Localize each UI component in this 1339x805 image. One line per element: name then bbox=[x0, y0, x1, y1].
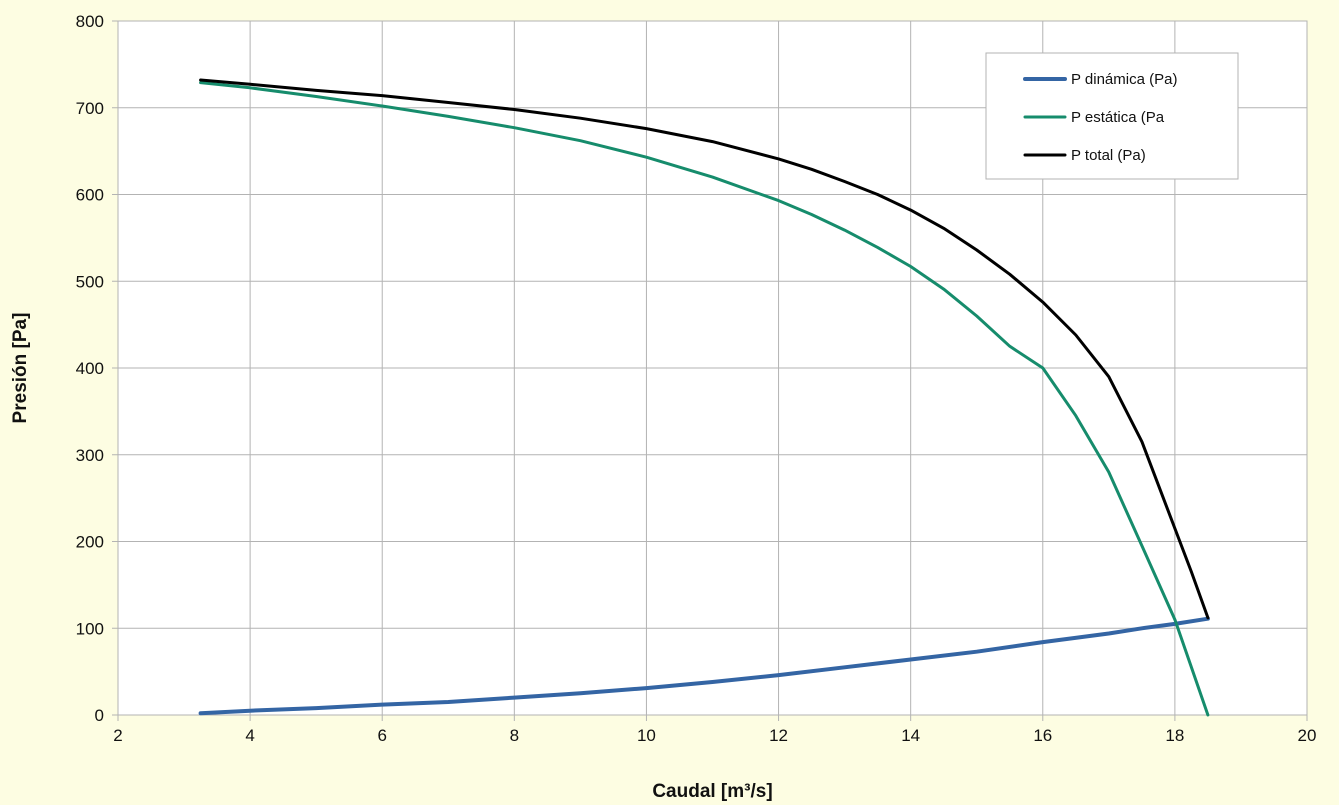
y-tick-label: 100 bbox=[76, 619, 104, 638]
x-tick-label: 20 bbox=[1298, 726, 1317, 745]
x-tick-label: 10 bbox=[637, 726, 656, 745]
x-tick-label: 12 bbox=[769, 726, 788, 745]
y-tick-label: 700 bbox=[76, 99, 104, 118]
series-line-3 bbox=[199, 78, 1210, 620]
y-axis-ticks: 0 100 200 300 400 500 600 700 800 bbox=[76, 12, 118, 725]
x-tick-label: 2 bbox=[113, 726, 122, 745]
y-tick-label: 600 bbox=[76, 186, 104, 205]
y-axis-title: Presión [Pa] bbox=[10, 313, 31, 424]
y-tick-label: 200 bbox=[76, 533, 104, 552]
x-tick-label: 6 bbox=[377, 726, 386, 745]
x-axis-ticks: 2 4 6 8 10 12 14 16 18 20 bbox=[113, 715, 1316, 745]
x-tick-label: 8 bbox=[510, 726, 519, 745]
series-line-1 bbox=[198, 616, 1210, 716]
y-tick-label: 300 bbox=[76, 446, 104, 465]
y-tick-label: 0 bbox=[95, 706, 104, 725]
x-tick-label: 14 bbox=[901, 726, 920, 745]
legend: P dinámica (Pa) P estática (Pa P total (Pa… bbox=[985, 52, 1239, 180]
x-axis-title: Caudal [m³/s] bbox=[652, 781, 772, 802]
legend-label-2: P estática (Pa bbox=[1071, 109, 1165, 126]
y-tick-label: 800 bbox=[76, 12, 104, 31]
x-tick-label: 16 bbox=[1033, 726, 1052, 745]
legend-label-3: P total (Pa) bbox=[1071, 147, 1146, 164]
legend-items: P dinámica (Pa) P estática (Pa P total (Pa… bbox=[1023, 71, 1177, 164]
x-tick-label: 18 bbox=[1165, 726, 1184, 745]
series-layer bbox=[198, 78, 1210, 717]
legend-label-1: P dinámica (Pa) bbox=[1071, 71, 1177, 88]
y-tick-label: 400 bbox=[76, 359, 104, 378]
y-tick-label: 500 bbox=[76, 272, 104, 291]
x-tick-label: 4 bbox=[245, 726, 254, 745]
series-line-2 bbox=[199, 81, 1210, 717]
